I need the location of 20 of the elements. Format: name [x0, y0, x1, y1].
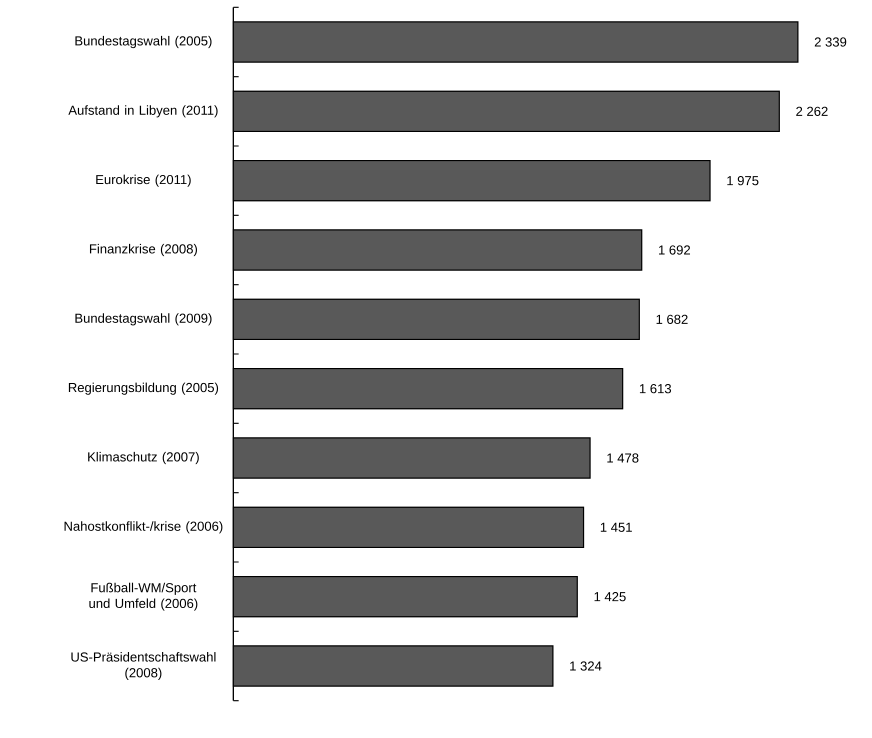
- data-label: 1 613: [640, 384, 672, 394]
- y-tick-label: Bundestagswahl (2009): [75, 313, 212, 326]
- data-label: 2 339: [814, 37, 846, 47]
- y-tick-label: Finanzkrise (2008): [90, 244, 197, 256]
- y-tick-label: Klimaschutz (2007): [88, 452, 199, 464]
- y-tick-label: Fußball-WM/Sport und Umfeld (2006): [89, 582, 198, 611]
- data-label: 1 692: [658, 245, 690, 255]
- y-tick-label: Regierungsbildung (2005): [68, 382, 218, 395]
- y-tick-label: Aufstand in Libyen (2011): [68, 105, 218, 118]
- data-label: 1 425: [594, 592, 626, 602]
- data-label: 1 975: [727, 176, 758, 186]
- y-tick-label: Eurokrise (2011): [96, 174, 191, 187]
- y-tick-label: Bundestagswahl (2005): [75, 36, 212, 48]
- data-label: 1 324: [570, 661, 602, 671]
- y-tick-label: US-Präsidentschaftswahl (2008): [71, 652, 216, 680]
- data-label: 1 682: [656, 314, 688, 324]
- data-label: 1 451: [600, 522, 632, 532]
- data-label: 2 262: [796, 106, 828, 116]
- y-tick-label: Nahostkonflikt-/krise (2006): [64, 521, 222, 534]
- data-label: 1 478: [607, 453, 638, 463]
